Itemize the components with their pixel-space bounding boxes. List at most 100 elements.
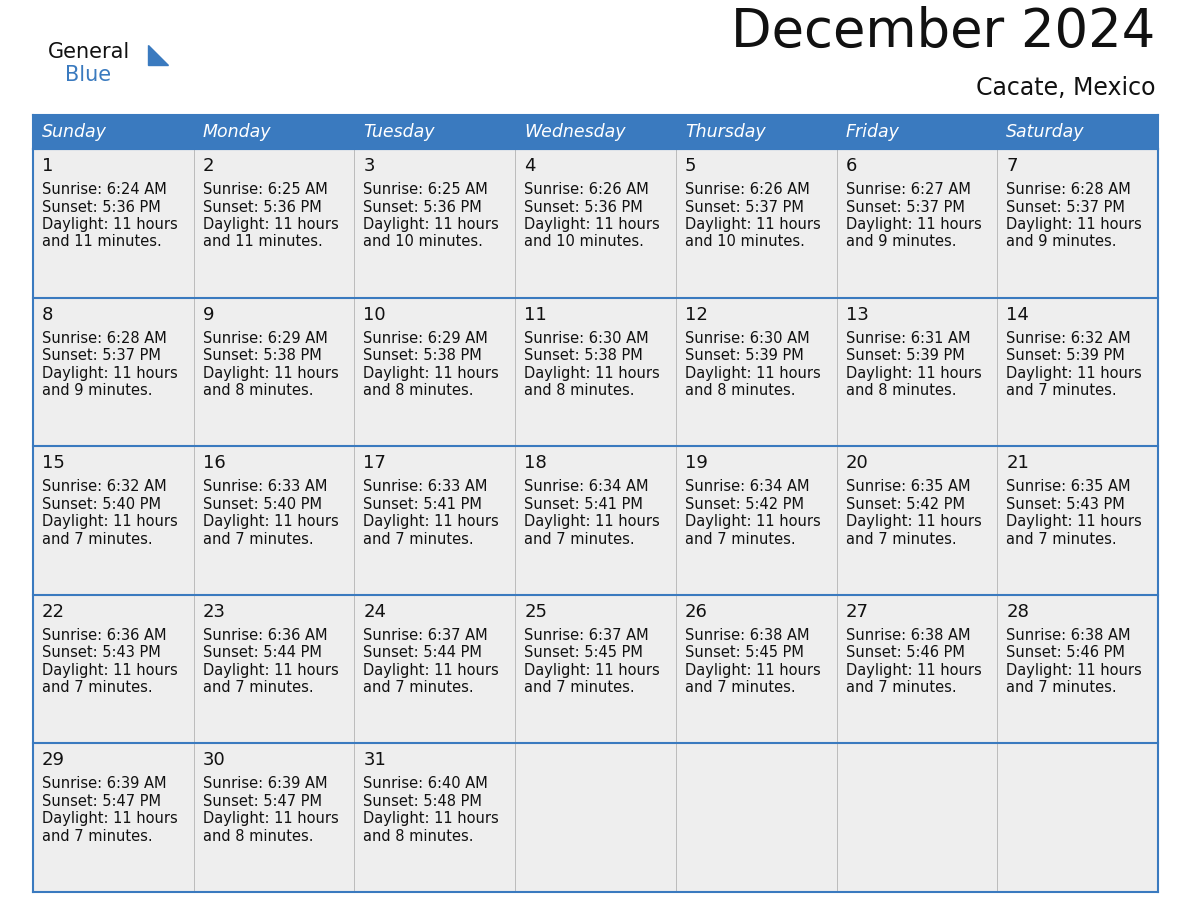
Text: Sunset: 5:39 PM: Sunset: 5:39 PM [1006,348,1125,364]
Text: Sunrise: 6:35 AM: Sunrise: 6:35 AM [1006,479,1131,494]
Text: and 7 minutes.: and 7 minutes. [364,680,474,695]
Text: Daylight: 11 hours: Daylight: 11 hours [364,663,499,677]
Text: and 7 minutes.: and 7 minutes. [846,680,956,695]
Text: Sunset: 5:44 PM: Sunset: 5:44 PM [203,645,322,660]
Text: Daylight: 11 hours: Daylight: 11 hours [684,217,821,232]
Text: Tuesday: Tuesday [364,123,435,141]
Text: 27: 27 [846,603,868,621]
Text: and 7 minutes.: and 7 minutes. [42,680,152,695]
Bar [33,297,1158,446]
Text: Sunrise: 6:34 AM: Sunrise: 6:34 AM [524,479,649,494]
Text: and 7 minutes.: and 7 minutes. [1006,383,1117,398]
Text: Daylight: 11 hours: Daylight: 11 hours [1006,663,1142,677]
Text: Sunrise: 6:31 AM: Sunrise: 6:31 AM [846,330,971,345]
Text: Sunrise: 6:26 AM: Sunrise: 6:26 AM [524,182,649,197]
Text: Daylight: 11 hours: Daylight: 11 hours [364,365,499,381]
Text: Daylight: 11 hours: Daylight: 11 hours [846,514,981,529]
Text: and 8 minutes.: and 8 minutes. [364,829,474,844]
Text: and 7 minutes.: and 7 minutes. [846,532,956,547]
Text: Sunset: 5:36 PM: Sunset: 5:36 PM [42,199,160,215]
Text: Sunrise: 6:28 AM: Sunrise: 6:28 AM [42,330,166,345]
Text: Sunrise: 6:33 AM: Sunrise: 6:33 AM [203,479,327,494]
Polygon shape [148,45,168,65]
Text: Sunset: 5:39 PM: Sunset: 5:39 PM [684,348,803,364]
Text: Blue: Blue [65,65,112,85]
Text: and 8 minutes.: and 8 minutes. [364,383,474,398]
Text: and 10 minutes.: and 10 minutes. [364,234,484,250]
Text: Thursday: Thursday [684,123,765,141]
Text: and 8 minutes.: and 8 minutes. [203,383,314,398]
Text: 15: 15 [42,454,65,472]
Text: 18: 18 [524,454,546,472]
Text: 20: 20 [846,454,868,472]
Text: Sunrise: 6:30 AM: Sunrise: 6:30 AM [524,330,649,345]
Text: and 8 minutes.: and 8 minutes. [524,383,634,398]
Text: and 7 minutes.: and 7 minutes. [203,532,314,547]
Text: Daylight: 11 hours: Daylight: 11 hours [203,812,339,826]
Text: Friday: Friday [846,123,899,141]
Text: 23: 23 [203,603,226,621]
Text: 24: 24 [364,603,386,621]
Text: 17: 17 [364,454,386,472]
Text: 2: 2 [203,157,214,175]
Bar [33,595,1158,744]
Text: Daylight: 11 hours: Daylight: 11 hours [42,217,178,232]
Text: Sunset: 5:46 PM: Sunset: 5:46 PM [846,645,965,660]
Text: Monday: Monday [203,123,271,141]
Text: and 11 minutes.: and 11 minutes. [42,234,162,250]
Text: Daylight: 11 hours: Daylight: 11 hours [42,663,178,677]
Text: and 11 minutes.: and 11 minutes. [203,234,322,250]
Text: and 9 minutes.: and 9 minutes. [1006,234,1117,250]
Text: Sunset: 5:37 PM: Sunset: 5:37 PM [846,199,965,215]
Text: Sunrise: 6:38 AM: Sunrise: 6:38 AM [846,628,971,643]
Text: Daylight: 11 hours: Daylight: 11 hours [684,365,821,381]
Text: Sunset: 5:45 PM: Sunset: 5:45 PM [684,645,804,660]
Text: Sunset: 5:42 PM: Sunset: 5:42 PM [684,497,804,511]
Text: Sunset: 5:41 PM: Sunset: 5:41 PM [364,497,482,511]
Bar [33,149,1158,297]
Text: 14: 14 [1006,306,1029,324]
Text: Sunrise: 6:37 AM: Sunrise: 6:37 AM [364,628,488,643]
Text: Daylight: 11 hours: Daylight: 11 hours [203,217,339,232]
Text: and 7 minutes.: and 7 minutes. [364,532,474,547]
Text: Cacate, Mexico: Cacate, Mexico [975,76,1155,100]
Text: 31: 31 [364,752,386,769]
Text: Sunrise: 6:34 AM: Sunrise: 6:34 AM [684,479,809,494]
Text: Sunset: 5:36 PM: Sunset: 5:36 PM [364,199,482,215]
Text: Sunrise: 6:39 AM: Sunrise: 6:39 AM [203,777,327,791]
Text: Sunset: 5:40 PM: Sunset: 5:40 PM [203,497,322,511]
Text: Daylight: 11 hours: Daylight: 11 hours [684,514,821,529]
Bar [33,115,194,149]
Text: 12: 12 [684,306,708,324]
Text: and 8 minutes.: and 8 minutes. [203,829,314,844]
Text: Sunrise: 6:27 AM: Sunrise: 6:27 AM [846,182,971,197]
Text: 1: 1 [42,157,53,175]
Text: 26: 26 [684,603,708,621]
Text: Sunrise: 6:32 AM: Sunrise: 6:32 AM [42,479,166,494]
Text: Sunset: 5:41 PM: Sunset: 5:41 PM [524,497,643,511]
Text: Daylight: 11 hours: Daylight: 11 hours [846,365,981,381]
Text: Sunset: 5:47 PM: Sunset: 5:47 PM [203,794,322,809]
Text: Sunrise: 6:25 AM: Sunrise: 6:25 AM [364,182,488,197]
Bar [354,115,516,149]
Text: Daylight: 11 hours: Daylight: 11 hours [846,217,981,232]
Text: Sunrise: 6:32 AM: Sunrise: 6:32 AM [1006,330,1131,345]
Text: 7: 7 [1006,157,1018,175]
Text: Sunrise: 6:26 AM: Sunrise: 6:26 AM [684,182,809,197]
Text: Sunrise: 6:33 AM: Sunrise: 6:33 AM [364,479,488,494]
Text: Sunrise: 6:28 AM: Sunrise: 6:28 AM [1006,182,1131,197]
Bar [33,744,1158,892]
Text: Sunset: 5:43 PM: Sunset: 5:43 PM [42,645,160,660]
Text: Sunset: 5:36 PM: Sunset: 5:36 PM [203,199,322,215]
Text: Daylight: 11 hours: Daylight: 11 hours [684,663,821,677]
Text: 5: 5 [684,157,696,175]
Text: Daylight: 11 hours: Daylight: 11 hours [42,365,178,381]
Text: Sunrise: 6:36 AM: Sunrise: 6:36 AM [42,628,166,643]
Text: and 8 minutes.: and 8 minutes. [846,383,956,398]
Bar [997,115,1158,149]
Text: Sunset: 5:46 PM: Sunset: 5:46 PM [1006,645,1125,660]
Text: 16: 16 [203,454,226,472]
Text: Sunset: 5:48 PM: Sunset: 5:48 PM [364,794,482,809]
Text: Sunrise: 6:24 AM: Sunrise: 6:24 AM [42,182,166,197]
Text: Daylight: 11 hours: Daylight: 11 hours [364,812,499,826]
